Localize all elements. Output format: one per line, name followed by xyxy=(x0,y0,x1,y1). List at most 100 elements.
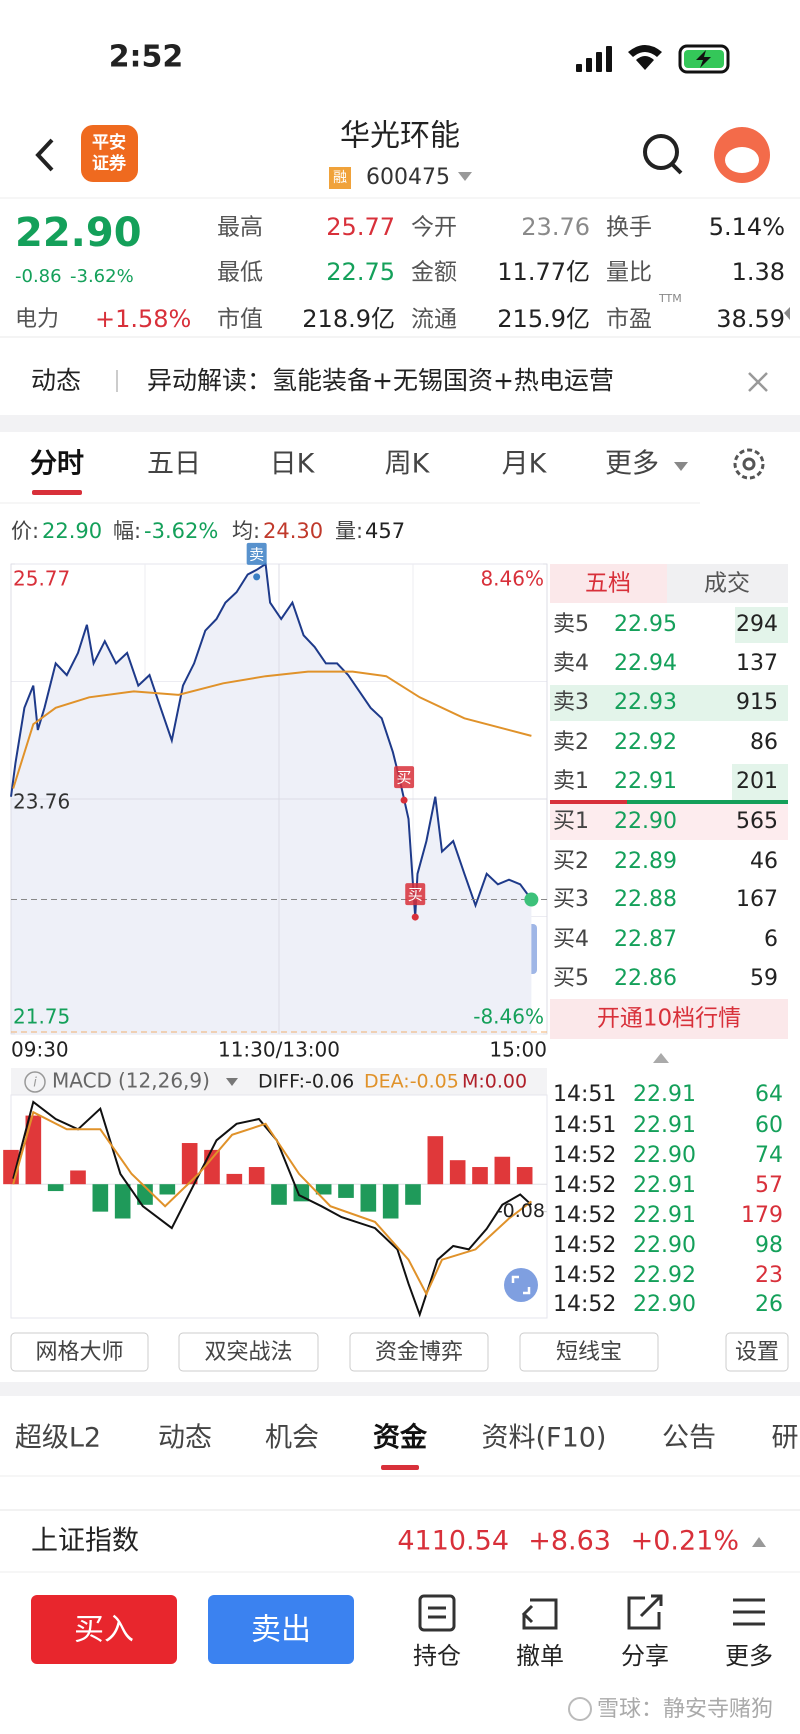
stat-value: 23.76 xyxy=(521,213,590,241)
status-time: 2:52 xyxy=(109,40,184,75)
stat-value: 1.38 xyxy=(732,258,785,286)
action-label[interactable]: 持仓 xyxy=(413,1642,461,1670)
info-value: -3.62% xyxy=(144,519,218,543)
chart-tab[interactable]: 更多 xyxy=(605,449,659,480)
sell-label[interactable]: 卖出 xyxy=(251,1613,311,1648)
logo-text: 平安 xyxy=(92,132,126,153)
buy-label[interactable]: 买入 xyxy=(74,1613,134,1648)
action-label[interactable]: 更多 xyxy=(725,1642,773,1670)
section-tab[interactable]: 机会 xyxy=(265,1423,319,1454)
banner-text[interactable]: 异动解读：氢能装备+无锡国资+热电运营 xyxy=(147,366,614,395)
last-price-dot xyxy=(524,892,539,907)
chart-tab[interactable]: 日K xyxy=(270,449,316,480)
banner-tag[interactable]: 动态 xyxy=(31,366,81,395)
trade-time: 14:51 xyxy=(553,1082,616,1107)
chart-tab[interactable]: 分时 xyxy=(30,449,84,480)
share-icon[interactable] xyxy=(627,1594,663,1630)
macd-bar xyxy=(92,1184,109,1212)
info-label: 量: xyxy=(335,519,363,543)
holdings-icon[interactable] xyxy=(418,1594,456,1632)
macd-bar xyxy=(226,1173,243,1185)
tool-label[interactable]: 短线宝 xyxy=(556,1340,622,1365)
sell-button[interactable] xyxy=(208,1595,354,1664)
section-tab[interactable]: 动态 xyxy=(158,1423,212,1454)
zoom-button[interactable] xyxy=(504,1268,538,1302)
y2-tick-label: -8.46% xyxy=(473,1005,544,1029)
depth-highlight xyxy=(550,804,788,840)
macd-dropdown[interactable] xyxy=(226,1078,238,1086)
order-tab-bg[interactable] xyxy=(667,564,788,603)
price-line xyxy=(10,562,533,918)
upgrade-bg[interactable] xyxy=(550,999,788,1039)
trade-volume: 60 xyxy=(755,1113,783,1138)
battery-outline xyxy=(678,44,730,74)
chart-tab[interactable]: 五日 xyxy=(147,449,201,480)
tool-button[interactable] xyxy=(519,1332,659,1372)
book-divider xyxy=(550,800,627,804)
info-icon[interactable] xyxy=(24,1071,46,1093)
section-tab[interactable]: 资料(F10) xyxy=(482,1423,607,1454)
settings-button[interactable] xyxy=(733,448,765,480)
search-handle xyxy=(670,162,683,175)
book-volume: 86 xyxy=(750,730,778,755)
section-tab[interactable]: 公告 xyxy=(662,1423,716,1454)
section-tab[interactable]: 资金 xyxy=(373,1422,428,1454)
tool-label[interactable]: 网格大师 xyxy=(35,1340,123,1365)
order-book-scroll[interactable] xyxy=(653,1053,669,1063)
upgrade-link[interactable]: 开通10档行情 xyxy=(597,1006,741,1032)
book-price: 22.86 xyxy=(614,966,677,991)
info-label: 均: xyxy=(232,519,260,543)
indicator-readout: M:0.00 xyxy=(462,1071,527,1093)
trade-price: 22.91 xyxy=(633,1113,696,1138)
book-level: 买1 xyxy=(553,809,589,834)
stat-label: 最高 xyxy=(217,215,263,241)
indicator-readout: DIFF:-0.06 xyxy=(258,1071,354,1093)
signal-bar xyxy=(586,58,592,72)
macd-bar xyxy=(472,1167,488,1185)
banner-close[interactable] xyxy=(748,372,768,392)
depth-highlight xyxy=(732,764,788,800)
index-name[interactable]: 上证指数 xyxy=(31,1526,139,1557)
avatar-face xyxy=(725,147,759,173)
chart-tab[interactable]: 周K xyxy=(385,449,431,480)
order-tab-bg[interactable] xyxy=(550,564,667,603)
action-label[interactable]: 撤单 xyxy=(516,1642,564,1670)
book-volume: 565 xyxy=(736,809,778,834)
section-tab[interactable]: 研 xyxy=(772,1423,799,1454)
back-button[interactable] xyxy=(35,138,54,172)
order-tab[interactable]: 成交 xyxy=(704,571,750,597)
tool-button[interactable] xyxy=(349,1332,489,1372)
corner-mark xyxy=(784,307,790,320)
stock-name: 华光环能 xyxy=(340,119,460,154)
macd-bar xyxy=(114,1184,131,1219)
tool-button[interactable] xyxy=(178,1332,319,1372)
index-arrow[interactable] xyxy=(752,1537,766,1547)
trade-tag xyxy=(405,883,426,906)
order-tab[interactable]: 五档 xyxy=(585,571,631,597)
trade-tag-text: 买 xyxy=(408,886,423,904)
book-price: 22.94 xyxy=(614,651,677,676)
y-tick-label: 25.77 xyxy=(13,567,70,591)
trade-time: 14:52 xyxy=(553,1233,616,1258)
tool-label[interactable]: 资金博弈 xyxy=(375,1340,463,1365)
macd-bar xyxy=(47,1184,64,1192)
info-label: 价: xyxy=(11,519,39,543)
buy-button[interactable] xyxy=(31,1595,177,1664)
logo-text: 证券 xyxy=(92,153,127,174)
macd-bar xyxy=(405,1184,421,1205)
tool-button[interactable] xyxy=(10,1332,149,1372)
code-dropdown[interactable] xyxy=(458,172,472,181)
tool-label[interactable]: 设置 xyxy=(735,1340,779,1365)
section-tab[interactable]: 超级L2 xyxy=(15,1423,101,1454)
tool-button[interactable] xyxy=(725,1332,789,1372)
trade-volume: 23 xyxy=(755,1263,783,1288)
chart-tab[interactable]: 月K xyxy=(502,449,548,480)
cancel-icon[interactable] xyxy=(521,1598,558,1630)
tool-label[interactable]: 双突战法 xyxy=(204,1340,292,1365)
more-dropdown[interactable] xyxy=(674,462,688,471)
more-icon[interactable] xyxy=(733,1598,765,1626)
book-volume: 6 xyxy=(764,927,778,952)
search-button[interactable] xyxy=(643,134,679,170)
action-label[interactable]: 分享 xyxy=(621,1642,669,1670)
